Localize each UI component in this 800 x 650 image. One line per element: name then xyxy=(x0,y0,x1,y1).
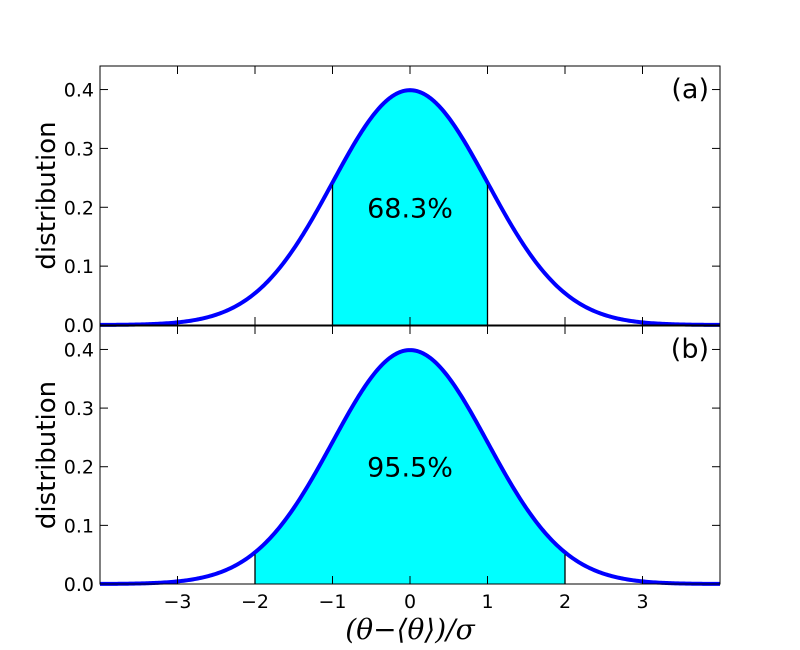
y-ticks-a: 0.0 0.1 0.2 0.3 0.4 xyxy=(64,80,720,337)
x-ticks-a xyxy=(177,66,643,325)
density-curve-b xyxy=(99,348,721,586)
percentage-annotation-a: 68.3% xyxy=(367,193,453,224)
y-tick-label: 0.0 xyxy=(64,315,94,337)
density-curve-a xyxy=(99,88,721,327)
x-tick-label: 3 xyxy=(636,591,648,613)
panel-label-a: (a) xyxy=(671,74,709,105)
x-tick-label: 2 xyxy=(559,591,571,613)
y-axis-label-a: distribution xyxy=(32,121,62,269)
y-axis-label-b: distribution xyxy=(32,381,62,529)
panel-b: 0.00.10.20.30.4 −3 −2 −1 0 1 2 3 distribution … xyxy=(32,325,721,613)
y-tick-label: 0.2 xyxy=(64,457,94,479)
x-tick-label: −2 xyxy=(241,591,269,613)
y-tick-label: 0.4 xyxy=(64,80,94,102)
shaded-area-a xyxy=(332,90,488,325)
panel-label-b: (b) xyxy=(671,334,709,365)
x-tick-label: 1 xyxy=(481,591,493,613)
shaded-area-b xyxy=(255,350,565,584)
y-tick-label: 0.3 xyxy=(64,398,94,420)
y-tick-label: 0.1 xyxy=(64,515,94,537)
y-tick-label: 0.2 xyxy=(64,197,94,219)
x-axis-label: (θ−⟨θ⟩)/σ xyxy=(345,613,475,646)
y-tick-label: 0.0 xyxy=(64,574,94,596)
y-tick-label: 0.1 xyxy=(64,256,94,278)
x-tick-label: −1 xyxy=(318,591,346,613)
panel-a: 0.0 0.1 0.2 0.3 0.4 distribution (a) 68.3% xyxy=(32,65,721,337)
x-tick-label: 0 xyxy=(404,591,416,613)
y-ticks-b: 0.0 0.1 0.2 0.3 0.4 xyxy=(64,339,720,596)
percentage-annotation-b: 95.5% xyxy=(367,453,453,484)
y-tick-label: 0.4 xyxy=(64,339,94,361)
x-tick-label: −3 xyxy=(163,591,191,613)
y-tick-label: 0.3 xyxy=(64,138,94,160)
x-ticks-b: −3 −2 −1 0 1 2 3 xyxy=(163,326,649,613)
